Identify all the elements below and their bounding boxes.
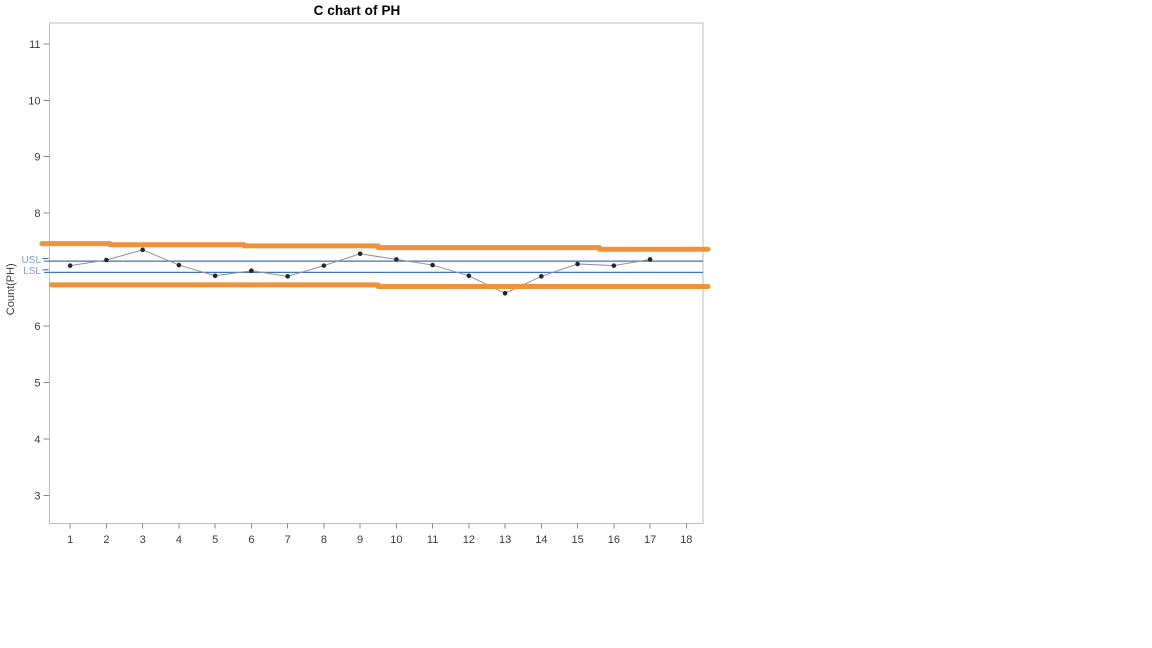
x-tick-label: 11: [427, 534, 438, 546]
x-tick-label: 10: [390, 534, 402, 546]
y-tick-label: 6: [34, 321, 40, 333]
x-tick-label: 3: [140, 534, 146, 546]
x-tick-label: 6: [248, 534, 254, 546]
y-tick-label: 11: [29, 39, 40, 51]
y-tick-label: 10: [28, 95, 40, 107]
x-tick-label: 1: [67, 534, 73, 546]
data-point[interactable]: [430, 262, 435, 268]
data-point[interactable]: [212, 273, 218, 279]
data-point[interactable]: [67, 263, 73, 268]
data-point[interactable]: [502, 290, 508, 296]
x-tick-label: 4: [176, 534, 182, 546]
x-tick-label: 18: [680, 534, 692, 546]
data-point[interactable]: [647, 257, 653, 262]
y-tick-label: 5: [34, 377, 40, 389]
data-point[interactable]: [140, 247, 145, 253]
data-point[interactable]: [176, 262, 182, 268]
y-axis-title: Count(PH): [5, 263, 17, 315]
chart-title: C chart of PH: [313, 3, 401, 18]
data-point[interactable]: [394, 257, 399, 262]
data-point[interactable]: [357, 251, 363, 257]
data-point[interactable]: [104, 257, 109, 263]
x-tick-label: 15: [571, 534, 583, 546]
data-point[interactable]: [466, 273, 472, 279]
x-tick-label: 14: [535, 534, 547, 546]
y-tick-label: 3: [34, 490, 40, 502]
data-point[interactable]: [285, 274, 290, 279]
data-point[interactable]: [539, 274, 544, 279]
data-point[interactable]: [575, 261, 580, 267]
y-tick-label: 8: [34, 208, 40, 220]
x-tick-label: 7: [285, 534, 291, 546]
x-tick-label: 17: [644, 534, 656, 546]
x-tick-label: 9: [357, 534, 363, 546]
x-tick-label: 13: [499, 534, 511, 546]
x-tick-label: 16: [608, 534, 620, 546]
x-tick-label: 12: [463, 534, 475, 546]
x-tick-label: 2: [103, 534, 109, 546]
lsl-label: LSL: [23, 266, 41, 277]
y-tick-label: 9: [34, 152, 40, 164]
plot-frame: [49, 22, 704, 524]
x-tick-label: 8: [321, 534, 327, 546]
x-tick-label: 5: [212, 534, 218, 546]
data-point[interactable]: [321, 263, 327, 268]
y-tick-label: 4: [34, 434, 40, 446]
data-point[interactable]: [611, 263, 617, 268]
data-point[interactable]: [249, 268, 254, 274]
usl-label: USL: [22, 255, 42, 266]
